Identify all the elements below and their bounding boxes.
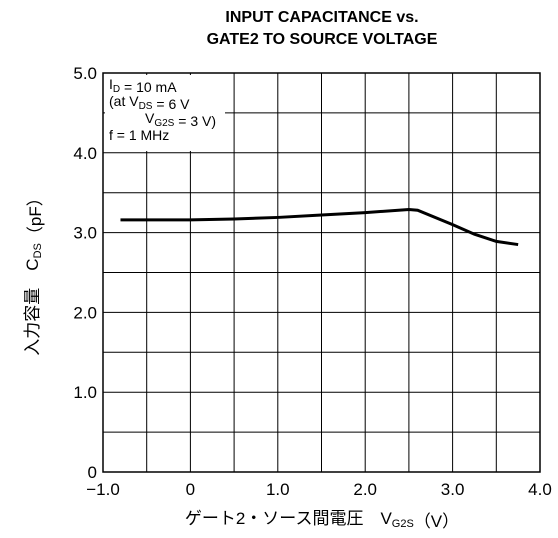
text-part: = 10 mA xyxy=(120,79,177,95)
chart-title: INPUT CAPACITANCE vs. xyxy=(225,9,418,26)
y-tick-label: 1.0 xyxy=(73,383,97,402)
text-part: DS xyxy=(139,101,153,112)
y-tick-label: 5.0 xyxy=(73,64,97,83)
text-part: ゲート2・ソース間電圧 V xyxy=(185,509,393,528)
text-part: f = 1 MHz xyxy=(109,127,169,143)
annotation: f = 1 MHz xyxy=(109,127,169,143)
chart-title: GATE2 TO SOURCE VOLTAGE xyxy=(207,31,438,48)
text-part: = 6 V xyxy=(152,96,190,112)
y-tick-label: 4.0 xyxy=(73,144,97,163)
text-part: (at V xyxy=(109,93,139,109)
x-tick-label: 4.0 xyxy=(528,480,552,499)
text-part: （V） xyxy=(414,512,459,531)
text-part: I xyxy=(109,76,113,92)
x-tick-label: 2.0 xyxy=(353,480,377,499)
annotation: VG2S = 3 V) xyxy=(145,110,216,129)
y-tick-label: 3.0 xyxy=(73,224,97,243)
text-part: V xyxy=(145,110,155,126)
annotation: (at VDS = 6 V xyxy=(109,93,190,112)
annotation-bg xyxy=(105,75,225,151)
line xyxy=(120,207,519,247)
text-part: （pF） xyxy=(26,189,45,243)
text-part: D xyxy=(113,84,120,95)
x-tick-label: −1.0 xyxy=(86,480,120,499)
text-part: 入力容量 C xyxy=(23,258,42,355)
annotation: ID = 10 mA xyxy=(109,76,177,95)
text-part: G2S xyxy=(154,118,174,129)
text-part: = 3 V) xyxy=(174,113,216,129)
text-part: G2S xyxy=(392,518,414,530)
text-part: DS xyxy=(32,243,44,258)
y-tick-label: 2.0 xyxy=(73,303,97,322)
x-axis-label: ゲート2・ソース間電圧 VG2S（V） xyxy=(185,509,459,531)
y-axis-label: 入力容量 CDS（pF） xyxy=(23,189,45,355)
x-tick-label: 1.0 xyxy=(266,480,290,499)
x-tick-label: 3.0 xyxy=(441,480,465,499)
x-tick-label: 0 xyxy=(186,480,195,499)
y-tick-label: 0 xyxy=(88,463,97,482)
